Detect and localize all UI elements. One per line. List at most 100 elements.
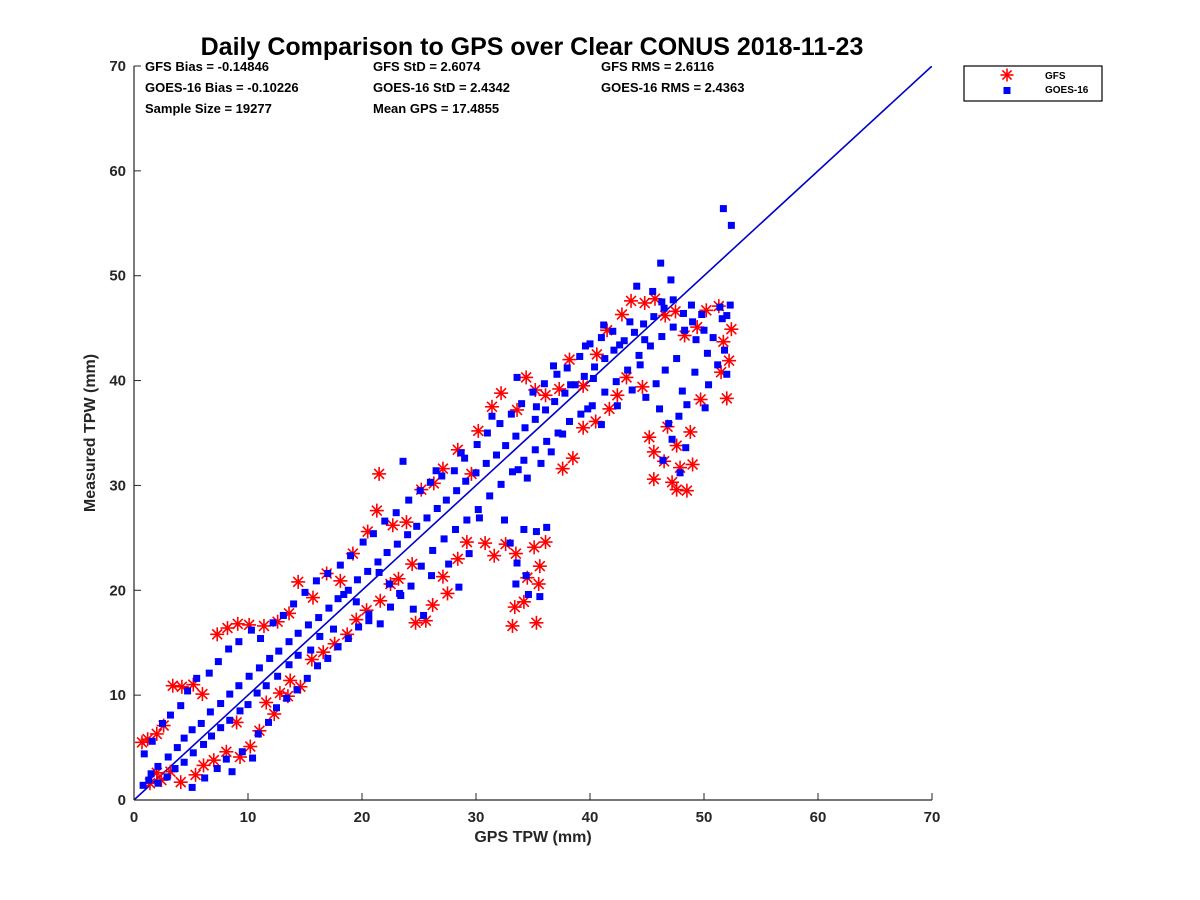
goes16-point (352, 598, 360, 606)
goes16-point (154, 762, 162, 770)
goes16-point (580, 372, 588, 380)
goes16-point (189, 749, 197, 757)
goes16-point (416, 487, 424, 495)
gfs-point (478, 536, 493, 551)
goes16-point (294, 629, 302, 637)
x-axis-label: GPS TPW (mm) (474, 829, 591, 846)
goes16-point (550, 362, 558, 370)
goes16-point (214, 658, 222, 666)
gfs-point (230, 616, 245, 631)
goes16-point (561, 389, 569, 397)
goes16-point (154, 779, 162, 787)
goes16-point (217, 724, 225, 732)
gfs-point (610, 388, 625, 403)
goes16-point (673, 355, 681, 363)
goes16-point (547, 448, 555, 456)
goes16-point (610, 346, 618, 354)
goes16-point (205, 669, 213, 677)
gfs-point (459, 535, 474, 550)
gfs-point (425, 597, 440, 612)
goes16-point (405, 496, 413, 504)
goes16-point (387, 603, 394, 611)
goes16-point (609, 327, 617, 335)
gfs-point (405, 557, 420, 572)
x-tick-label: 40 (582, 809, 599, 826)
goes16-point (506, 539, 514, 547)
gfs-point (538, 388, 553, 403)
gfs-point (505, 618, 520, 633)
gfs-point (589, 347, 604, 362)
goes16-point (283, 694, 291, 702)
gfs-point (724, 322, 739, 337)
goes16-point (624, 366, 632, 374)
goes16-point (661, 366, 669, 374)
gfs-point (635, 379, 650, 394)
goes16-point (665, 420, 673, 428)
gfs-point (532, 559, 547, 574)
goes16-point (493, 451, 501, 459)
gfs-point (391, 571, 406, 586)
goes16-point (681, 326, 689, 334)
gfs-point (259, 695, 274, 710)
goes16-point (483, 429, 491, 437)
goes16-point (463, 516, 471, 524)
goes16-point (450, 467, 458, 475)
goes16-point (445, 560, 453, 568)
goes16-point (206, 708, 214, 716)
gfs-point (562, 352, 577, 367)
goes16-point (457, 449, 465, 457)
goes16-point (591, 363, 599, 371)
stat-gfs-rms: GFS RMS = 2.6116 (601, 59, 714, 74)
goes16-point (524, 590, 532, 598)
gfs-point (333, 573, 348, 588)
goes16-point (344, 635, 352, 643)
gfs-point (642, 430, 657, 445)
goes16-point (676, 469, 684, 477)
goes16-point (145, 776, 153, 784)
goes16-point (584, 405, 592, 413)
goes16-point (399, 457, 407, 465)
goes16-point (344, 586, 352, 594)
gfs-point (693, 392, 708, 407)
gfs-point (243, 739, 258, 754)
goes16-point (334, 643, 342, 651)
goes16-point (184, 687, 192, 695)
goes16-point (675, 412, 683, 420)
goes16-point (392, 509, 400, 517)
x-tick-label: 30 (468, 809, 485, 826)
goes16-point (426, 478, 434, 486)
goes16-point (324, 654, 332, 662)
goes16-point (581, 342, 589, 350)
goes16-point (588, 402, 596, 410)
gfs-point (508, 546, 523, 561)
goes16-point (369, 530, 377, 538)
goes16-point (652, 380, 660, 388)
goes16-point (687, 301, 695, 309)
goes16-point (247, 626, 255, 634)
y-tick-label: 60 (109, 163, 126, 180)
gfs-point (484, 399, 499, 414)
goes16-point (520, 456, 528, 464)
gfs-point (685, 457, 700, 472)
goes16-point (668, 435, 676, 443)
goes16-point (726, 301, 734, 309)
goes16-point (353, 576, 361, 584)
goes16-point (612, 378, 620, 386)
goes16-point (429, 546, 437, 554)
gfs-point (699, 303, 714, 318)
gfs-point (173, 775, 188, 790)
goes16-point (659, 456, 667, 464)
gfs-point (399, 515, 414, 530)
goes16-point (497, 480, 505, 488)
goes16-point (325, 604, 333, 612)
gfs-point (665, 475, 680, 490)
goes16-point (513, 373, 521, 381)
axes: 0 10 20 30 40 50 60 70 0 10 20 30 40 50 60 70 (109, 58, 940, 826)
goes16-point (442, 496, 450, 504)
y-axis-label: Measured TPW (mm) (82, 354, 99, 512)
gfs-point (195, 687, 210, 702)
goes16-point (238, 748, 246, 756)
goes16-point (657, 259, 665, 267)
y-tick-label: 0 (118, 792, 126, 809)
